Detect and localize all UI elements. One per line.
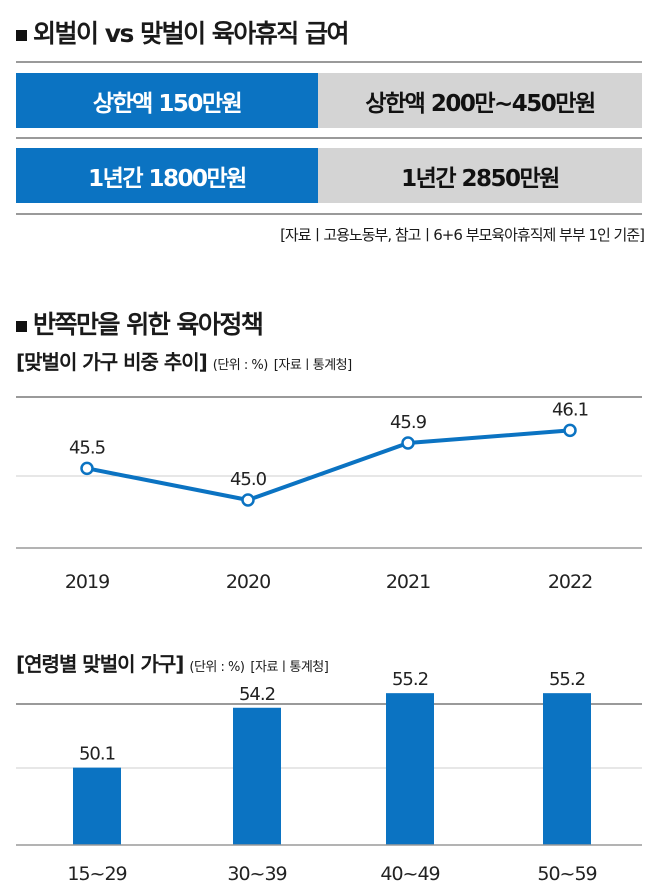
source-note: [자료ㅣ고용노동부, 참고ㅣ6+6 부모육아휴직제 부부 1인 기준] (280, 226, 645, 244)
bar-chart-source: [자료ㅣ통계청] (250, 660, 329, 675)
line-x-tick-label: 2022 (548, 571, 592, 593)
square-bullet-icon (16, 29, 27, 41)
dual-annual-cell: 1년간 2850만원 (318, 148, 642, 203)
bar (73, 767, 121, 845)
section2-title-text: 반쪽만을 위한 육아정책 (33, 310, 264, 339)
bar (386, 693, 434, 845)
square-bullet-icon (16, 320, 27, 332)
section1-title-text: 외벌이 vs 맞벌이 육아휴직 급여 (33, 19, 350, 48)
divider (16, 137, 642, 139)
line-x-tick-label: 2019 (65, 571, 109, 593)
divider (16, 213, 642, 215)
bar-data-label: 50.1 (79, 744, 115, 765)
line-point (80, 461, 94, 476)
bar-x-tick-label: 50~59 (537, 863, 596, 885)
bar (543, 693, 591, 845)
line-point (241, 493, 255, 507)
bar (233, 707, 281, 845)
line-data-label: 45.5 (69, 437, 105, 458)
line-series (86, 428, 571, 502)
bar-data-label: 54.2 (239, 684, 275, 705)
bar-x-tick-label: 30~39 (227, 863, 286, 885)
line-data-label: 45.0 (230, 469, 267, 490)
single-cap-cell: 상한액 150만원 (16, 73, 318, 128)
line-chart-title: [맞벌이 가구 비중 추이] (16, 350, 208, 374)
bar-data-label: 55.2 (549, 669, 585, 690)
bar-x-tick-label: 40~49 (380, 863, 439, 885)
line-x-tick-label: 2020 (226, 571, 270, 593)
section2-title: 반쪽만을 위한 육아정책 (16, 305, 264, 341)
line-chart-header: [맞벌이 가구 비중 추이] (단위 : %) [자료ㅣ통계청] (16, 346, 352, 375)
section1-title: 외벌이 vs 맞벌이 육아휴직 급여 (16, 14, 350, 50)
line-chart-unit: (단위 : %) (212, 358, 269, 373)
line-point (563, 423, 577, 438)
line-data-label: 46.1 (552, 399, 588, 420)
divider (16, 61, 642, 63)
line-chart-source: [자료ㅣ통계청] (273, 358, 352, 373)
bar-chart-header: [연령별 맞벌이 가구] (단위 : %) [자료ㅣ통계청] (16, 648, 329, 677)
line-data-label: 45.9 (390, 412, 427, 433)
bar-data-label: 55.2 (392, 669, 428, 690)
line-x-tick-label: 2021 (386, 571, 430, 593)
bar-chart-unit: (단위 : %) (189, 660, 245, 675)
bar-x-tick-label: 15~29 (67, 863, 126, 885)
dual-cap-cell: 상한액 200만~450만원 (318, 73, 642, 128)
single-annual-cell: 1년간 1800만원 (16, 148, 318, 203)
bar-chart-title: [연령별 맞벌이 가구] (16, 652, 184, 676)
line-point (401, 436, 415, 450)
